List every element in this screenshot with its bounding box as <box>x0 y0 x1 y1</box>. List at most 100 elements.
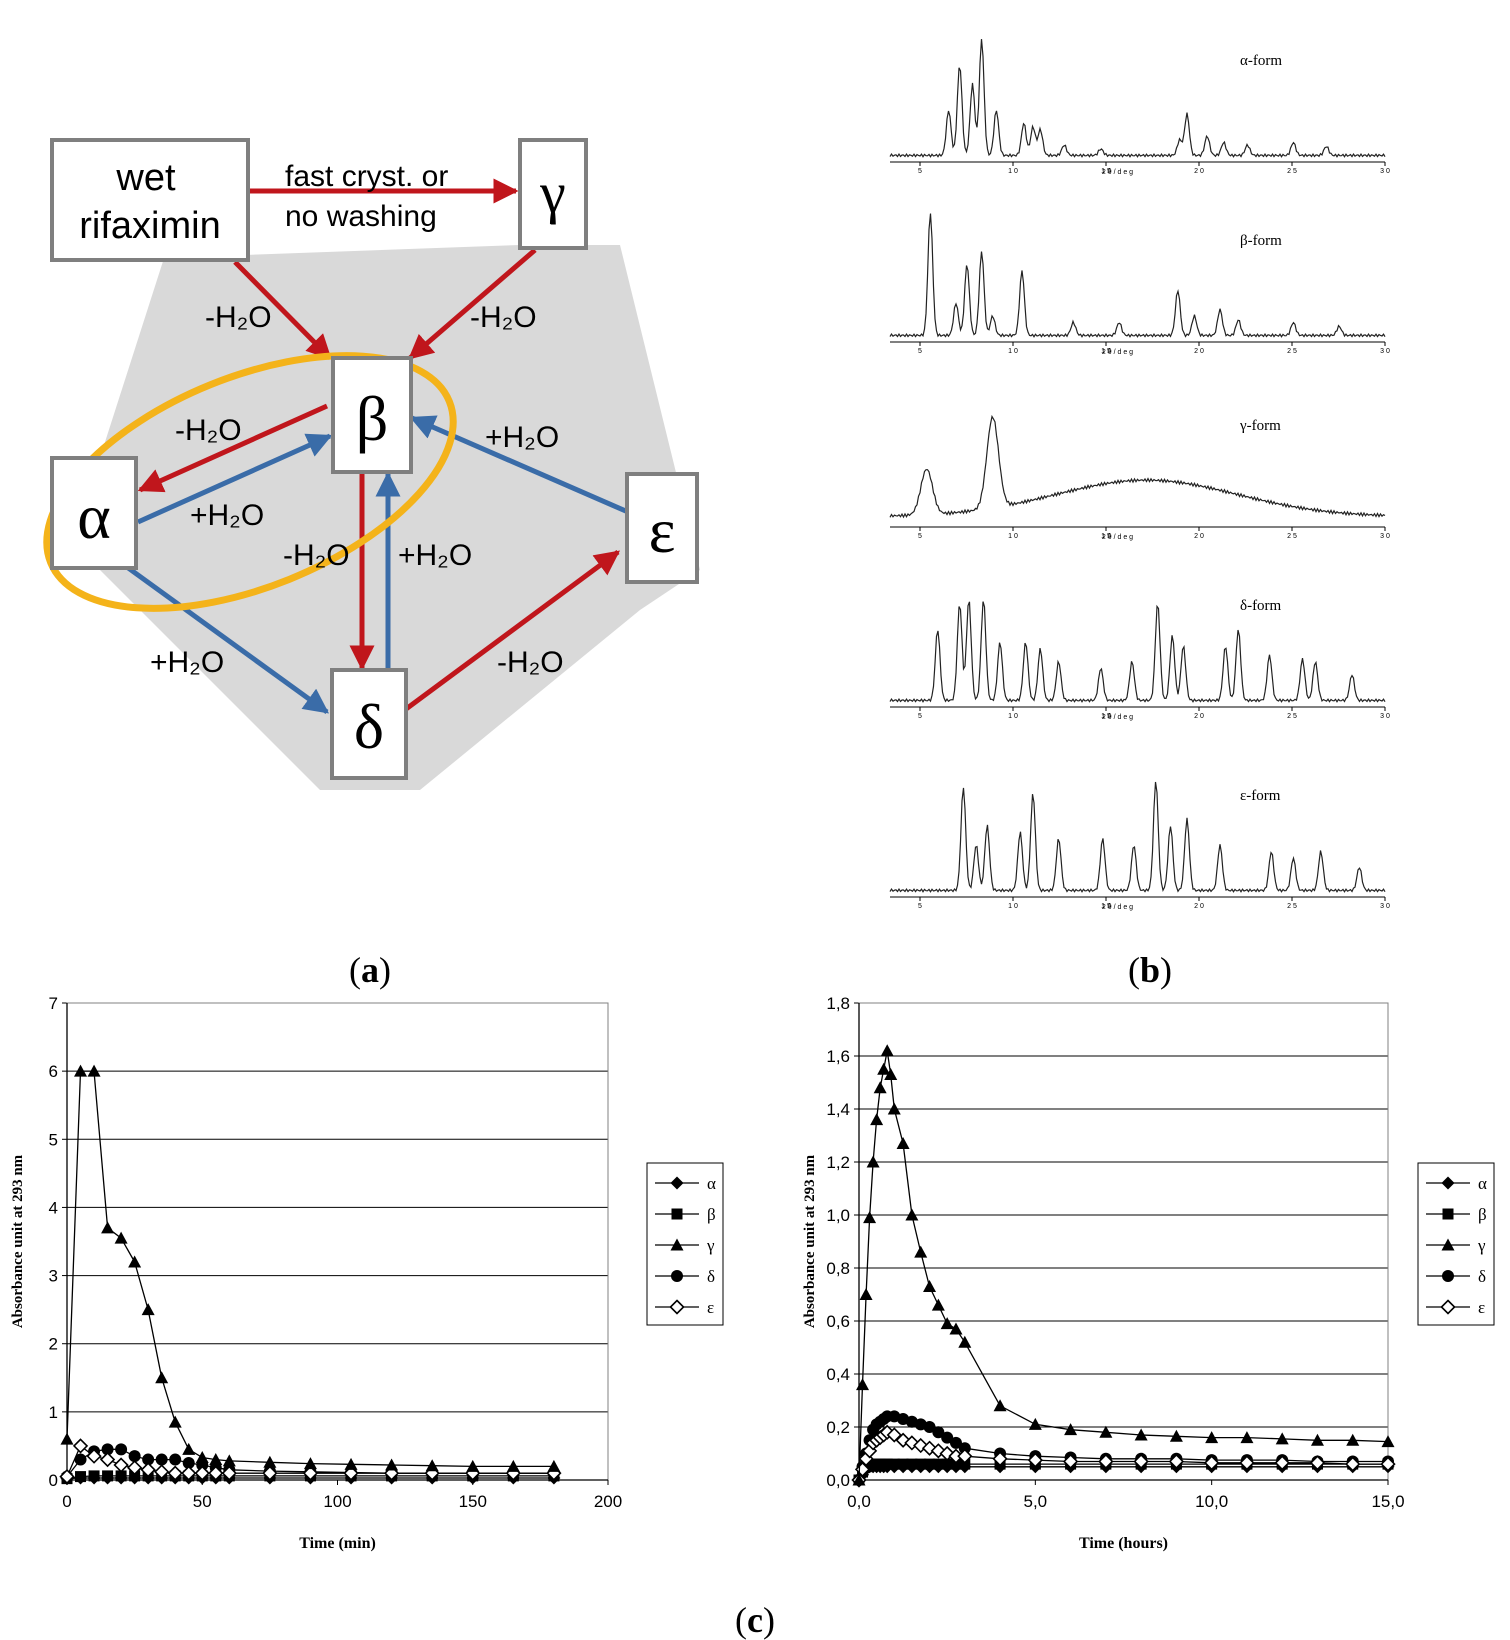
series-open-diamond <box>851 1424 1396 1488</box>
legend-label: ε <box>707 1298 714 1317</box>
data-point <box>101 1221 115 1234</box>
y-tick-label: 2 <box>49 1335 58 1354</box>
data-point <box>155 1453 168 1466</box>
edge-label-beta-delta: -H₂O <box>283 539 350 572</box>
y-tick-label: 0,8 <box>826 1259 850 1278</box>
legend-label: β <box>1478 1205 1487 1224</box>
legend-marker <box>1440 1299 1456 1315</box>
edge-label-alpha-beta: +H₂O <box>190 499 264 532</box>
edge-label-gamma-beta: -H₂O <box>470 301 537 334</box>
data-point <box>993 1399 1007 1412</box>
xrd-axis-label: 2 θ / d e g <box>1102 904 1133 911</box>
xrd-tick-label: 3 0 <box>1380 533 1390 540</box>
data-point <box>896 1136 910 1149</box>
plot-frame <box>858 1002 1389 1481</box>
chart-absorbance-minutes: 0 1 2 3 4 5 6 7 0 50 100 150 200 Time (min) Absorbance… <box>10 994 724 1552</box>
data-point <box>897 1458 909 1470</box>
data-point <box>115 1443 128 1456</box>
xrd-pattern-2: 5 1 0 1 5 2 0 2 5 3 0 2 θ / d e g β-form <box>889 213 1390 356</box>
data-point <box>195 1451 209 1464</box>
legend-label: γ <box>706 1236 715 1255</box>
xrd-tick-label: 1 5 <box>1101 533 1111 540</box>
xrd-trace <box>889 781 1386 893</box>
data-point <box>880 1044 894 1057</box>
y-tick-label: 4 <box>49 1198 58 1217</box>
xrd-tick-label: 1 5 <box>1101 903 1111 910</box>
xrd-axis-label: 2 θ / d e g <box>1102 714 1133 721</box>
x-tick-label: 100 <box>323 1492 351 1511</box>
xrd-tick-label: 5 <box>918 348 922 355</box>
data-point <box>303 1457 317 1470</box>
edge-label-alpha-delta: +H₂O <box>150 646 224 679</box>
data-point <box>949 1436 962 1449</box>
xrd-tick-label: 3 0 <box>1380 348 1390 355</box>
legend-marker <box>1441 1238 1455 1251</box>
node-alpha-label: α <box>77 481 111 552</box>
data-point <box>888 1458 900 1470</box>
x-tick-label: 0,0 <box>847 1492 871 1511</box>
data-point <box>877 1062 891 1075</box>
data-point <box>142 1453 155 1466</box>
node-epsilon-label: ε <box>649 495 676 566</box>
y-tick-label: 0,0 <box>826 1471 850 1490</box>
data-point <box>126 1460 143 1476</box>
data-point <box>863 1211 877 1224</box>
xrd-tick-label: 1 0 <box>1008 713 1018 720</box>
xrd-tick-label: 2 5 <box>1287 713 1297 720</box>
data-point <box>88 1470 100 1482</box>
xrd-trace <box>889 213 1386 338</box>
data-point <box>923 1421 936 1433</box>
y-tick-label: 1 <box>49 1403 58 1422</box>
legend-label: α <box>1478 1174 1487 1193</box>
xrd-tick-label: 5 <box>918 168 922 175</box>
xrd-tick-label: 1 0 <box>1008 903 1018 910</box>
data-point <box>99 1451 116 1468</box>
legend-box <box>646 1162 724 1326</box>
data-point <box>924 1458 936 1470</box>
legend-marker <box>671 1208 683 1220</box>
edge-label-wet-beta: -H₂O <box>205 301 272 334</box>
legend-box <box>1417 1162 1495 1326</box>
xrd-tick-label: 2 0 <box>1194 713 1204 720</box>
data-point <box>992 1451 1008 1467</box>
data-point <box>949 1322 963 1335</box>
node-wet-rifaximin: wet rifaximin <box>50 138 250 262</box>
xrd-form-label: α-form <box>1240 53 1282 69</box>
arrow-alpha-to-delta <box>118 559 330 715</box>
xrd-pattern-3: 5 1 0 1 5 2 0 2 5 3 0 2 θ / d e g γ-form <box>889 414 1390 541</box>
x-axis-label: Time (min) <box>299 1535 376 1552</box>
data-point <box>941 1458 953 1470</box>
x-tick-label: 200 <box>594 1492 622 1511</box>
node-delta: δ <box>330 668 408 780</box>
data-point <box>905 1208 919 1221</box>
data-point <box>209 1453 223 1466</box>
data-point <box>932 1458 944 1470</box>
y-tick-label: 0,2 <box>826 1418 850 1437</box>
data-point <box>870 1113 884 1126</box>
panel-b-xrd-patterns: 5 1 0 1 5 2 0 2 5 3 0 2 θ / d e g α-form 5 1 0 1 5… <box>889 39 1390 911</box>
y-tick-label: 1,8 <box>826 994 850 1013</box>
xrd-pattern-4: 5 1 0 1 5 2 0 2 5 3 0 2 θ / d e g δ-form <box>889 598 1390 721</box>
xrd-trace <box>889 39 1386 158</box>
data-point <box>547 1459 561 1472</box>
edge-label-delta-epsilon: -H₂O <box>497 646 564 679</box>
data-point <box>344 1457 358 1470</box>
data-point <box>208 1465 224 1481</box>
x-tick-label: 0 <box>62 1492 71 1511</box>
data-point <box>1098 1453 1114 1470</box>
xrd-tick-label: 3 0 <box>1380 168 1390 175</box>
y-tick-label: 1,2 <box>826 1153 850 1172</box>
data-point <box>115 1470 127 1482</box>
data-point <box>181 1465 197 1481</box>
xrd-tick-label: 2 0 <box>1194 533 1204 540</box>
data-point <box>86 1448 102 1464</box>
data-point <box>941 1431 954 1444</box>
xrd-tick-label: 1 0 <box>1008 533 1018 540</box>
edge-label-delta-beta: +H₂O <box>398 539 472 572</box>
legend-marker <box>670 1176 684 1190</box>
xrd-tick-label: 1 5 <box>1101 168 1111 175</box>
data-point <box>1275 1432 1289 1445</box>
data-point <box>958 1335 972 1348</box>
arrow-delta-to-epsilon <box>400 549 621 715</box>
data-point <box>1205 1431 1219 1444</box>
